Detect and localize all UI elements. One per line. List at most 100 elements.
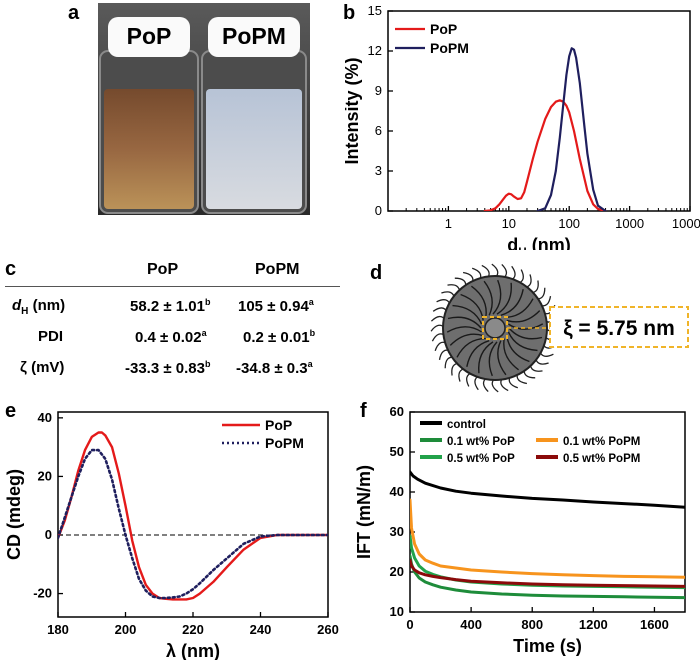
panel-label-a: a	[68, 2, 80, 24]
x-tick-label: 180	[47, 622, 69, 637]
core-chain	[470, 285, 487, 318]
x-tick-label: 1000	[615, 216, 644, 231]
dh-pop-value: 58.2 ± 1.01b	[130, 297, 211, 315]
series-line-popm	[58, 448, 328, 600]
dh-popm-value: 105 ± 0.94a	[238, 297, 314, 315]
legend-label: 0.5 wt% PoP	[447, 453, 515, 465]
zeta-pop-value: -33.3 ± 0.83b	[125, 359, 211, 377]
x-tick-label: 1600	[640, 617, 669, 632]
x-axis-label: λ (nm)	[166, 641, 220, 660]
series-line-pop	[483, 99, 607, 211]
y-tick-label: -20	[33, 586, 52, 601]
core-chain	[506, 310, 541, 323]
y-tick-label: 20	[390, 564, 404, 579]
core-chain	[503, 338, 520, 371]
pdi-pop-value: 0.4 ± 0.02a	[135, 328, 207, 346]
x-tick-label: 800	[521, 617, 543, 632]
y-tick-label: 30	[390, 524, 404, 539]
panel-label-b: b	[343, 2, 356, 24]
x-tick-label: 400	[460, 617, 482, 632]
core-chain	[492, 279, 502, 315]
panel-label-c: c	[5, 258, 17, 280]
chart-interfacial-tension: 0 400 800 1200 1600 10 20 30 40 50 60 Time (s) IFT (…	[354, 404, 686, 656]
y-tick-label: 15	[368, 3, 382, 18]
series-line-0-1-wt-pop	[410, 554, 685, 600]
x-axis-label: Time (s)	[513, 636, 582, 656]
row-label-pdi: PDI	[38, 328, 64, 345]
legend-label: 0.5 wt% PoPM	[563, 453, 640, 465]
x-tick-label: 10	[502, 216, 516, 231]
micelle-center	[484, 317, 506, 339]
core-chain	[478, 341, 494, 374]
core-chain	[508, 327, 543, 340]
y-tick-label: 40	[390, 484, 404, 499]
core-chain	[452, 304, 483, 325]
panel-label-e: e	[5, 400, 17, 422]
zeta-popm-value: -34.8 ± 0.3a	[236, 359, 313, 377]
series-line-control	[410, 470, 685, 509]
x-tick-label: 0	[406, 617, 413, 632]
x-tick-label: 260	[317, 622, 339, 637]
legend-label: PoP	[265, 417, 292, 433]
legend-label: 0.1 wt% PoPM	[563, 436, 640, 448]
chart-circular-dichroism: 180 200 220 240 260 -20 0 20 40 λ (nm) CD (mdeg) Po…	[4, 410, 339, 660]
vial-label-popm: PoPM	[222, 23, 286, 49]
x-tick-label: 240	[250, 622, 272, 637]
pdi-popm-value: 0.2 ± 0.01b	[243, 328, 316, 346]
properties-table: PoP PoPM dH (nm) 58.2 ± 1.01b 105 ± 0.94…	[0, 255, 345, 385]
y-tick-label: 3	[375, 163, 382, 178]
legend-label: 0.1 wt% PoP	[447, 436, 515, 448]
table-header-pop: PoP	[147, 261, 179, 278]
y-axis-label: Intensity (%)	[345, 57, 362, 164]
y-tick-label: 20	[38, 468, 52, 483]
core-chain	[483, 280, 493, 316]
vials-photo: PoP PoPM	[98, 3, 310, 215]
y-tick-label: 50	[390, 444, 404, 459]
core-chain	[449, 333, 484, 346]
y-tick-label: 60	[390, 404, 404, 419]
y-tick-label: 40	[38, 410, 52, 425]
y-tick-label: 12	[368, 43, 382, 58]
y-axis-label: IFT (mN/m)	[354, 465, 374, 559]
vial-label-pop: PoP	[126, 23, 172, 49]
table-header-popm: PoPM	[255, 261, 300, 278]
series-line-pop	[58, 431, 328, 601]
y-axis-label: CD (mdeg)	[4, 469, 24, 560]
y-tick-label: 0	[375, 203, 382, 218]
core-chain	[497, 340, 507, 376]
core-chain	[466, 340, 490, 367]
row-label-zeta: ζ (mV)	[20, 359, 65, 376]
panel-label-d: d	[370, 262, 383, 284]
core-chain	[488, 341, 498, 377]
micelle-illustration: ξ = 5.75 nm	[430, 263, 689, 393]
table-rule	[5, 286, 340, 287]
series-line-0-5-wt-popm	[410, 558, 685, 588]
panel-label-f: f	[360, 400, 367, 422]
x-tick-label: 1200	[579, 617, 608, 632]
row-label-dh: dH (nm)	[12, 297, 66, 317]
core-chain	[500, 289, 524, 316]
core-chain	[507, 331, 538, 352]
x-axis-label: dH (nm)	[507, 235, 570, 250]
y-tick-label: 0	[45, 527, 52, 542]
legend-label: PoPM	[430, 40, 469, 56]
core-chain	[447, 316, 482, 329]
core-chain	[508, 323, 544, 330]
x-tick-label: 220	[182, 622, 204, 637]
xi-box	[549, 306, 689, 348]
x-tick-label: 100	[558, 216, 580, 231]
core-chain	[496, 282, 512, 315]
legend-label: PoP	[430, 21, 457, 37]
y-tick-label: 6	[375, 123, 382, 138]
x-tick-label: 1	[445, 216, 452, 231]
xi-label: ξ = 5.75 nm	[563, 317, 675, 340]
legend-label: control	[447, 419, 486, 431]
y-tick-label: 10	[390, 604, 404, 619]
series-line-popm	[536, 47, 607, 211]
legend-label: PoPM	[265, 435, 304, 451]
y-tick-label: 9	[375, 83, 382, 98]
core-chain	[446, 326, 482, 333]
x-tick-label: 200	[115, 622, 137, 637]
